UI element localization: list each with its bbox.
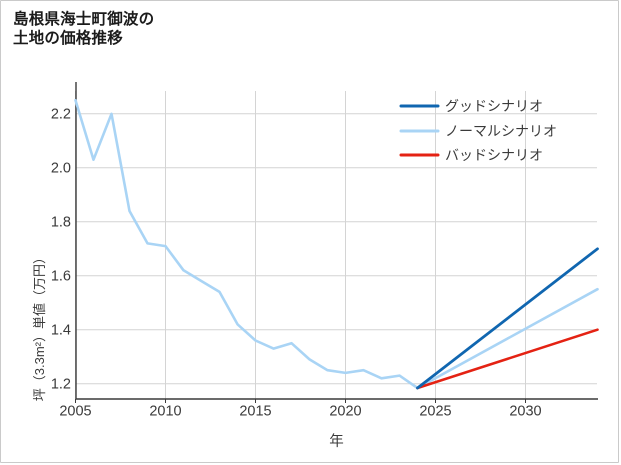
svg-text:ノーマルシナリオ: ノーマルシナリオ	[445, 123, 557, 139]
svg-text:2020: 2020	[329, 404, 361, 420]
svg-text:2025: 2025	[419, 404, 451, 420]
svg-text:2.2: 2.2	[51, 107, 71, 123]
svg-text:2015: 2015	[239, 404, 271, 420]
svg-text:1.6: 1.6	[51, 269, 71, 285]
svg-text:1.4: 1.4	[51, 323, 71, 339]
svg-text:1.2: 1.2	[51, 377, 71, 393]
svg-text:グッドシナリオ: グッドシナリオ	[445, 98, 543, 114]
svg-text:1.8: 1.8	[51, 215, 71, 231]
svg-text:2010: 2010	[149, 404, 181, 420]
svg-text:バッドシナリオ: バッドシナリオ	[445, 147, 543, 163]
svg-text:2.0: 2.0	[51, 161, 71, 177]
svg-text:2030: 2030	[509, 404, 541, 420]
svg-text:2005: 2005	[59, 404, 91, 420]
